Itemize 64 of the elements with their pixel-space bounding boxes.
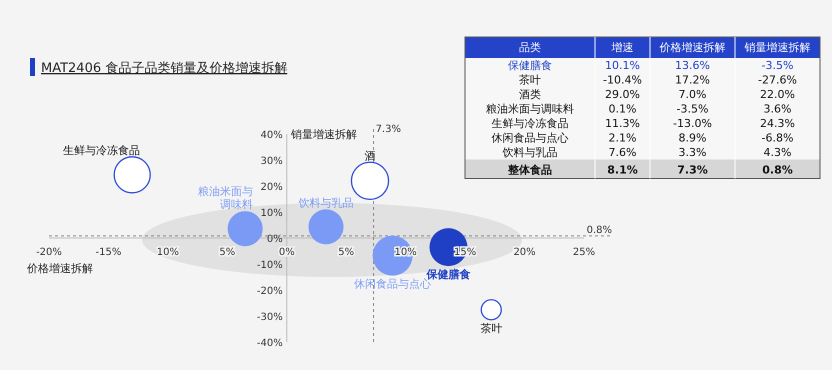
x-tick-label: 10% <box>156 247 180 258</box>
series-label: 酒 <box>364 149 376 162</box>
ref-line-label: 7.3% <box>376 124 401 135</box>
text: 3.3% <box>678 146 706 159</box>
text: 保健膳食 <box>508 59 552 72</box>
text: 7.0% <box>678 88 706 101</box>
text: 11.3% <box>605 117 640 130</box>
x-axis-title: 价格增速拆解 <box>26 262 93 275</box>
series-label: 饮料与乳品 <box>298 196 354 210</box>
text: -13.0% <box>673 117 712 130</box>
x-tick-label: 25% <box>572 247 596 258</box>
text: 13.6% <box>675 59 710 72</box>
text: 休闲食品与点心 <box>492 132 568 144</box>
x-tick-label: 10% <box>394 247 417 258</box>
y-axis-title: 销量增速拆解 <box>290 128 357 141</box>
category-label: 价格增速拆解 <box>658 41 726 54</box>
y-tick-label: 20% <box>260 182 283 193</box>
y-tick-label: -10% <box>256 260 283 271</box>
x-tick-label: -15% <box>96 247 122 258</box>
text: 7.3% <box>677 164 708 176</box>
text: 0.8% <box>762 164 793 176</box>
text: 品类 <box>519 41 541 54</box>
text: -27.6% <box>758 74 797 86</box>
ref-line-label: 0.8% <box>586 224 612 236</box>
y-tick-label: 40% <box>260 130 283 141</box>
text: 3.6% <box>764 102 792 116</box>
category-label: 整体食品 <box>508 164 552 176</box>
category-label: 销量增速拆解 <box>744 41 810 54</box>
text: 4.3% <box>764 146 792 159</box>
text: -6.8% <box>762 132 794 144</box>
x-tick-label: 5% <box>219 247 236 258</box>
x-tick-label: -20% <box>36 247 62 258</box>
y-tick-label: -40% <box>256 338 283 349</box>
y-tick-label: 10% <box>260 208 283 219</box>
x-tick-label: 20% <box>513 247 536 258</box>
category-label: 粮油米面与调味料 <box>486 102 574 116</box>
series-label: 粮油米面与调味料 <box>198 185 254 212</box>
text: -3.5% <box>676 102 708 116</box>
y-tick-label: -30% <box>256 312 283 323</box>
category-label: 饮料与乳品 <box>502 146 558 159</box>
category-label: 酒类 <box>519 88 541 101</box>
y-tick-label: 30% <box>260 156 283 167</box>
series-label: 茶叶 <box>480 322 502 335</box>
text: 7.6% <box>608 146 636 159</box>
category-label: 增速 <box>610 41 634 54</box>
text: 2.1% <box>608 132 636 144</box>
text: 8.9% <box>678 132 706 144</box>
text: 0.1% <box>608 102 636 116</box>
text: 29.0% <box>605 88 640 101</box>
text: 17.2% <box>675 74 710 86</box>
text: 生鲜与冷冻食品 <box>492 117 568 130</box>
text: 8.1% <box>607 164 638 176</box>
y-tick-label: 0% <box>266 234 283 245</box>
text: 10.1% <box>605 59 640 72</box>
text: 茶叶 <box>519 74 541 86</box>
y-tick-label: -20% <box>256 286 283 297</box>
chart-title: MAT2406 食品子品类销量及价格增速拆解 <box>41 61 288 76</box>
text: 22.0% <box>760 88 795 101</box>
x-tick-label: 5% <box>338 247 354 258</box>
text: 24.3% <box>760 117 795 130</box>
text: -3.5% <box>762 59 794 72</box>
x-tick-label: 0% <box>278 247 295 258</box>
text: -10.4% <box>603 74 642 86</box>
series-label: 生鲜与冷冻食品 <box>63 144 140 157</box>
